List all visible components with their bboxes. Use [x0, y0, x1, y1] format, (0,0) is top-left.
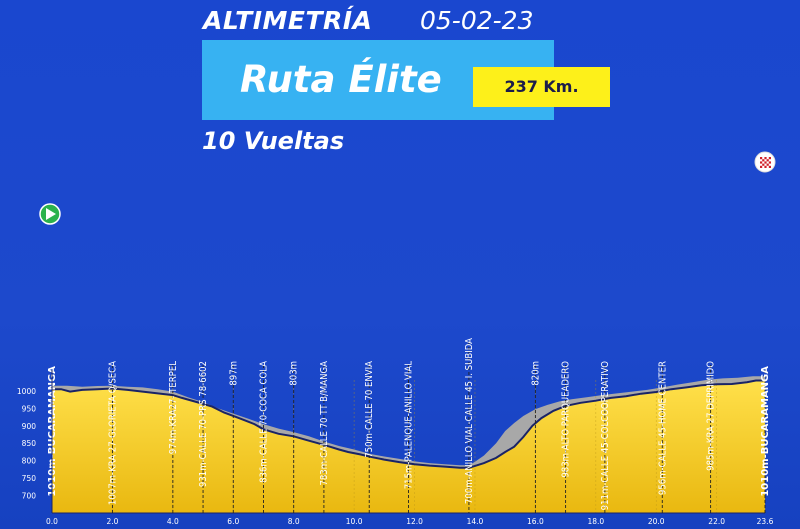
checker-square: [768, 165, 771, 168]
marker-label: 803m: [289, 361, 300, 386]
x-tick-label: 2.0: [106, 517, 118, 526]
distance-badge: 237 Km.: [473, 67, 610, 107]
checker-square: [768, 157, 771, 160]
race-date: 05-02-23: [420, 6, 534, 35]
x-tick-label: 18.0: [587, 517, 604, 526]
x-tick-label: 14.0: [467, 517, 484, 526]
marker-label: 931m-CALLE 70-PRS 78-6602: [198, 361, 209, 487]
y-tick-label: 800: [22, 457, 37, 466]
y-tick-label: 700: [22, 492, 37, 501]
marker-label: 1010m-BUCARAMANGA: [760, 366, 771, 497]
y-tick-label: 950: [22, 404, 37, 413]
x-tick-label: 10.0: [346, 517, 363, 526]
marker-label: 783m-CALLE 70 TT B/MANGA: [319, 361, 330, 486]
checker-square: [760, 157, 763, 160]
x-tick-label: 0.0: [46, 517, 58, 526]
checker-square: [762, 163, 765, 166]
marker-label: 974m-KRA27- TERPEL: [168, 361, 179, 455]
marker-label: 700m-ANILLO VIAL-CALLE 45 I. SUBIDA: [464, 338, 475, 504]
marker-label: 836m-CALLE 70-COCA COLA: [258, 361, 269, 483]
laps-label: 10 Vueltas: [202, 127, 345, 155]
finish-flag-icon: [754, 151, 776, 173]
marker-label: 897m: [228, 361, 239, 386]
marker-label: 983m-ALTO PARQUEADERO: [561, 361, 572, 478]
marker-label: 1007m-KRA 27-GLORIETA Q/SECA: [107, 361, 118, 505]
checker-square: [764, 165, 767, 168]
checker-square: [760, 161, 763, 164]
checker-square: [764, 157, 767, 160]
checker-square: [764, 161, 767, 164]
profile-fill-area: [52, 380, 765, 513]
start-flag-icon: [39, 203, 61, 225]
x-tick-label: 20.0: [648, 517, 665, 526]
profile-line: [52, 379, 765, 469]
marker-label: 956m-CALLE 45-HOME CENTER: [657, 361, 668, 495]
page-title: ALTIMETRÍA: [203, 6, 373, 35]
x-tick-label: 12.0: [406, 517, 423, 526]
y-tick-label: 900: [22, 422, 37, 431]
x-tick-label: 23.6: [757, 517, 774, 526]
y-tick-label: 750: [22, 474, 37, 483]
marker-label: 715m-PALENQUE-ANILLO VIAL: [404, 361, 415, 490]
y-tick-label: 850: [22, 439, 37, 448]
checker-square: [760, 165, 763, 168]
route-name: Ruta Élite: [240, 58, 442, 101]
x-tick-label: 22.0: [708, 517, 725, 526]
x-tick-label: 16.0: [527, 517, 544, 526]
x-tick-label: 8.0: [288, 517, 300, 526]
marker-label: 820m: [530, 361, 541, 386]
marker-label: 911m-CALLE 45-COLCOOPERATIVO: [600, 361, 611, 511]
y-tick-label: 1000: [17, 387, 36, 396]
x-tick-label: 4.0: [167, 517, 179, 526]
marker-label: 750m-CALLE 70 ENVIA: [364, 361, 375, 458]
checker-square: [762, 159, 765, 162]
checker-square: [766, 159, 769, 162]
x-tick-label: 6.0: [227, 517, 239, 526]
marker-label: 985m-KRA 27 DEPRIMIDO: [706, 361, 717, 471]
checker-square: [768, 161, 771, 164]
checker-square: [766, 163, 769, 166]
